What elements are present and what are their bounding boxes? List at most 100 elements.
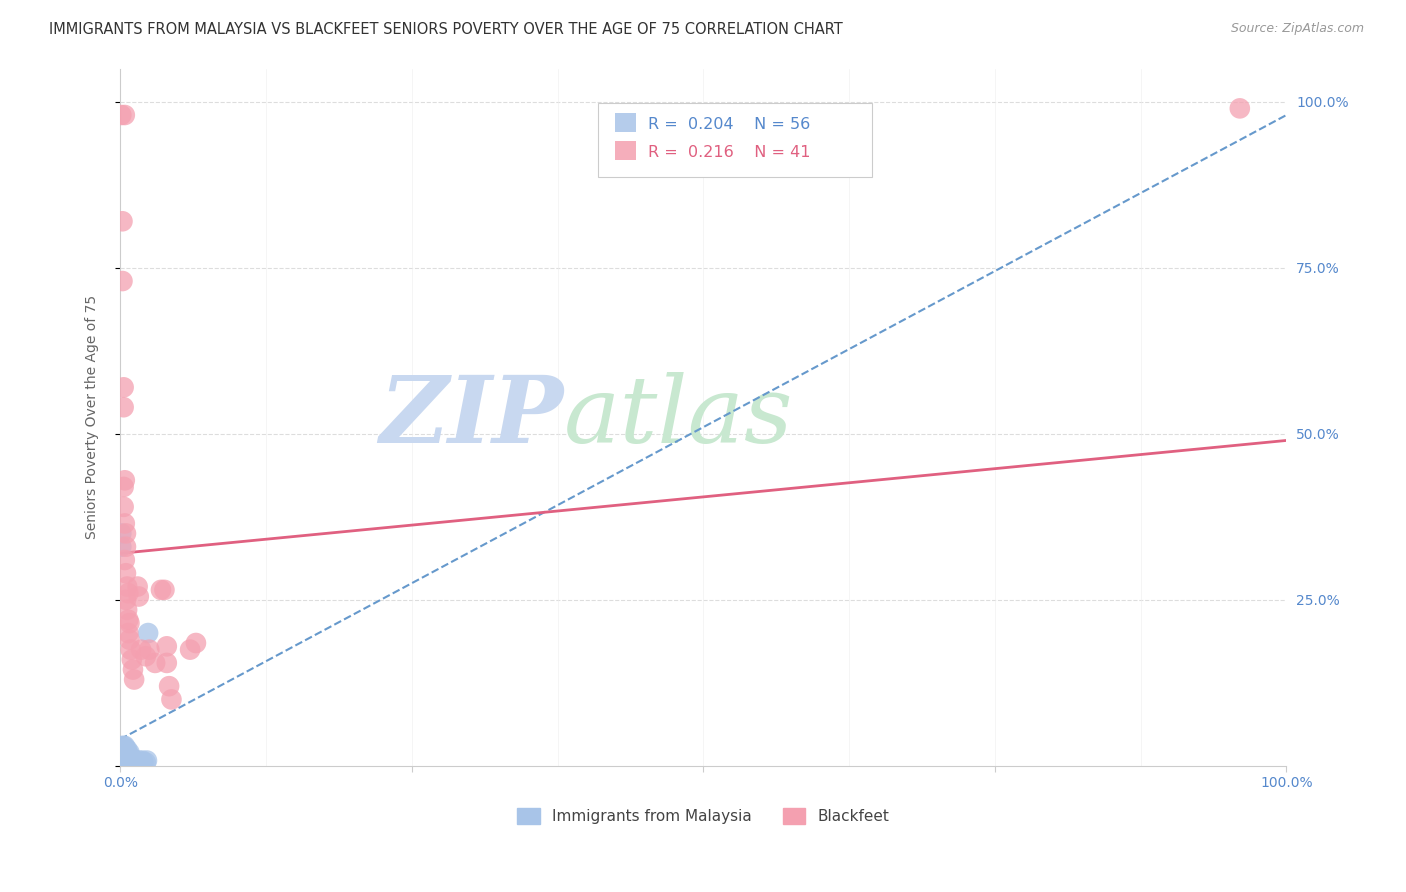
Point [110, 756, 132, 770]
Point [115, 746, 138, 760]
Point [111, 274, 134, 288]
Point [112, 380, 135, 394]
Point [114, 473, 136, 487]
Point [115, 742, 138, 756]
Point [114, 553, 136, 567]
Point [112, 480, 135, 494]
Point [114, 751, 136, 765]
Point [156, 656, 179, 670]
Text: Source: ZipAtlas.com: Source: ZipAtlas.com [1230, 22, 1364, 36]
Point [111, 752, 134, 766]
Point [184, 636, 207, 650]
Point [115, 566, 138, 581]
Point [122, 673, 145, 687]
Point [129, 756, 152, 770]
Point [149, 582, 172, 597]
Point [114, 747, 136, 761]
Point [115, 756, 138, 770]
Point [114, 739, 136, 753]
Point [129, 756, 152, 770]
Point [111, 748, 134, 763]
Point [122, 663, 145, 677]
Point [117, 756, 139, 770]
Point [110, 742, 132, 756]
Point [110, 108, 132, 122]
Point [125, 756, 148, 770]
Point [122, 756, 145, 770]
Point [117, 586, 139, 600]
Point [129, 642, 152, 657]
Point [136, 626, 159, 640]
Point [138, 642, 160, 657]
Point [115, 748, 138, 763]
Point [114, 516, 136, 531]
Point [121, 652, 143, 666]
Point [156, 640, 179, 654]
Point [112, 747, 135, 761]
Point [135, 649, 157, 664]
Point [120, 752, 142, 766]
Point [136, 754, 159, 768]
Point [112, 500, 135, 514]
Point [118, 746, 141, 760]
Point [131, 754, 153, 768]
Text: ZIP: ZIP [380, 372, 564, 462]
Point [115, 754, 138, 768]
Text: atlas: atlas [564, 372, 793, 462]
Point [121, 751, 143, 765]
FancyBboxPatch shape [599, 103, 872, 177]
Point [110, 526, 132, 541]
Point [117, 747, 139, 761]
Point [110, 754, 132, 768]
Point [127, 756, 149, 770]
Point [120, 642, 142, 657]
Point [114, 754, 136, 768]
Point [118, 756, 141, 770]
Point [112, 401, 135, 415]
Point [110, 540, 132, 554]
Point [115, 580, 138, 594]
Point [120, 756, 142, 770]
Point [160, 692, 183, 706]
Point [115, 752, 138, 766]
Point [127, 580, 149, 594]
Point [179, 642, 201, 657]
Point [112, 739, 135, 753]
Point [115, 526, 138, 541]
Text: R =  0.216    N = 41: R = 0.216 N = 41 [648, 145, 811, 160]
Point [115, 747, 138, 761]
Point [117, 613, 139, 627]
Point [153, 582, 176, 597]
Point [114, 756, 136, 770]
Point [128, 754, 150, 768]
Point [117, 626, 139, 640]
Point [114, 108, 136, 122]
Point [112, 751, 135, 765]
Text: R =  0.204    N = 56: R = 0.204 N = 56 [648, 117, 811, 132]
Point [115, 742, 138, 756]
Point [112, 756, 135, 770]
Point [111, 214, 134, 228]
Point [114, 744, 136, 758]
Legend: Immigrants from Malaysia, Blackfeet: Immigrants from Malaysia, Blackfeet [517, 808, 890, 824]
Point [1229, 101, 1251, 115]
FancyBboxPatch shape [614, 112, 636, 132]
Point [110, 739, 132, 753]
Point [111, 756, 134, 770]
FancyBboxPatch shape [614, 141, 636, 160]
Text: IMMIGRANTS FROM MALAYSIA VS BLACKFEET SENIORS POVERTY OVER THE AGE OF 75 CORRELA: IMMIGRANTS FROM MALAYSIA VS BLACKFEET SE… [49, 22, 844, 37]
Point [118, 751, 141, 765]
Point [143, 656, 166, 670]
Point [122, 756, 145, 770]
Point [110, 747, 132, 761]
Point [132, 756, 155, 770]
Point [157, 679, 180, 693]
Point [124, 754, 146, 768]
Point [111, 746, 134, 760]
Point [118, 632, 141, 647]
Point [115, 540, 138, 554]
Point [115, 756, 138, 770]
Point [128, 590, 150, 604]
Point [112, 742, 135, 756]
Y-axis label: Seniors Poverty Over the Age of 75: Seniors Poverty Over the Age of 75 [86, 295, 100, 540]
